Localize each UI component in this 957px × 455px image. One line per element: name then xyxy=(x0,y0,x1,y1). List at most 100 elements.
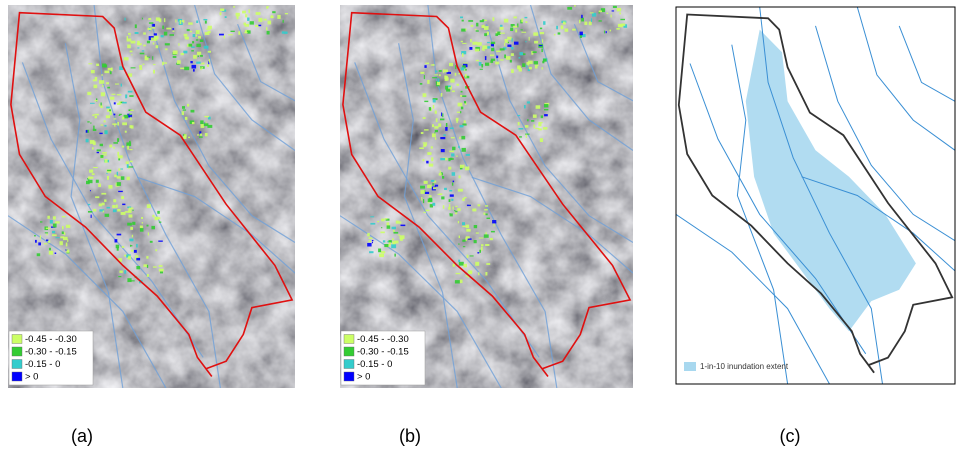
index-patch xyxy=(95,116,98,118)
index-patch xyxy=(461,41,463,42)
index-patch xyxy=(538,123,541,126)
index-patch xyxy=(47,216,50,219)
index-patch xyxy=(164,18,165,22)
index-patch xyxy=(205,32,210,35)
index-patch xyxy=(159,269,164,272)
index-patch xyxy=(590,12,594,13)
index-patch xyxy=(456,84,459,86)
index-patch xyxy=(527,119,529,121)
index-patch xyxy=(449,63,453,66)
index-patch xyxy=(394,232,399,234)
index-patch xyxy=(367,233,370,236)
index-patch xyxy=(147,41,150,44)
index-patch xyxy=(127,278,131,282)
index-patch xyxy=(139,67,142,70)
index-patch xyxy=(189,44,193,47)
index-patch xyxy=(66,243,68,247)
index-patch xyxy=(143,64,145,65)
index-patch xyxy=(193,69,195,72)
index-patch xyxy=(514,42,519,45)
index-patch xyxy=(34,235,36,236)
index-patch xyxy=(495,62,499,65)
index-patch xyxy=(599,11,602,13)
index-patch xyxy=(440,119,444,121)
index-patch xyxy=(110,112,112,116)
index-patch xyxy=(91,70,95,73)
index-patch xyxy=(136,258,140,261)
index-patch xyxy=(534,125,535,129)
index-patch xyxy=(381,219,385,222)
index-patch xyxy=(271,15,273,18)
index-patch xyxy=(474,225,477,228)
index-patch xyxy=(143,32,146,34)
index-patch xyxy=(113,199,116,202)
index-patch xyxy=(97,152,99,153)
index-patch xyxy=(535,65,538,69)
index-patch xyxy=(153,42,155,44)
index-patch xyxy=(157,211,160,214)
panel-caption: (c) xyxy=(780,426,801,446)
index-patch xyxy=(461,91,463,93)
index-patch xyxy=(459,137,461,139)
index-patch xyxy=(389,242,391,245)
index-patch xyxy=(500,27,504,30)
index-patch xyxy=(544,109,548,110)
index-patch xyxy=(86,130,88,133)
index-patch xyxy=(124,57,129,60)
panel-caption: (b) xyxy=(399,426,421,446)
index-patch xyxy=(122,146,125,148)
index-patch xyxy=(266,27,267,30)
index-patch xyxy=(452,172,456,176)
index-patch xyxy=(432,133,436,137)
index-patch xyxy=(200,134,202,136)
index-patch xyxy=(529,37,530,41)
index-patch xyxy=(526,65,527,69)
index-patch xyxy=(40,221,42,222)
index-patch xyxy=(479,62,482,66)
index-patch xyxy=(476,30,479,31)
index-patch xyxy=(429,107,431,111)
index-patch xyxy=(563,22,566,25)
index-patch xyxy=(117,94,122,95)
index-patch xyxy=(285,13,288,14)
index-patch xyxy=(129,95,133,97)
index-patch xyxy=(142,50,144,51)
index-patch xyxy=(208,26,212,30)
index-patch xyxy=(420,72,424,74)
index-patch xyxy=(505,39,508,43)
legend-swatch xyxy=(12,335,22,344)
index-patch xyxy=(151,226,155,229)
index-patch xyxy=(183,109,186,110)
index-patch xyxy=(90,123,91,124)
index-patch xyxy=(458,146,460,148)
index-patch xyxy=(209,59,210,63)
index-patch xyxy=(606,31,607,33)
index-patch xyxy=(267,31,270,35)
index-patch xyxy=(424,101,428,102)
index-patch xyxy=(127,177,130,181)
index-patch xyxy=(87,92,91,95)
index-patch xyxy=(245,14,247,17)
index-patch xyxy=(520,52,524,55)
index-patch xyxy=(141,217,143,219)
index-patch xyxy=(86,139,89,143)
index-patch xyxy=(433,99,436,102)
index-patch xyxy=(429,164,433,167)
index-patch xyxy=(446,123,448,127)
index-patch xyxy=(95,114,99,116)
index-patch xyxy=(255,25,258,27)
index-patch xyxy=(419,147,424,149)
legend-label: -0.30 - -0.15 xyxy=(25,347,77,358)
index-patch xyxy=(481,64,483,68)
index-patch xyxy=(118,168,120,170)
index-patch xyxy=(182,106,185,109)
index-patch xyxy=(162,26,164,30)
index-patch xyxy=(482,45,487,49)
index-patch xyxy=(188,137,190,138)
index-patch xyxy=(133,210,134,211)
index-patch xyxy=(208,51,211,53)
index-patch xyxy=(478,272,480,275)
index-patch xyxy=(398,235,401,236)
index-patch xyxy=(62,216,66,217)
index-patch xyxy=(114,118,117,119)
